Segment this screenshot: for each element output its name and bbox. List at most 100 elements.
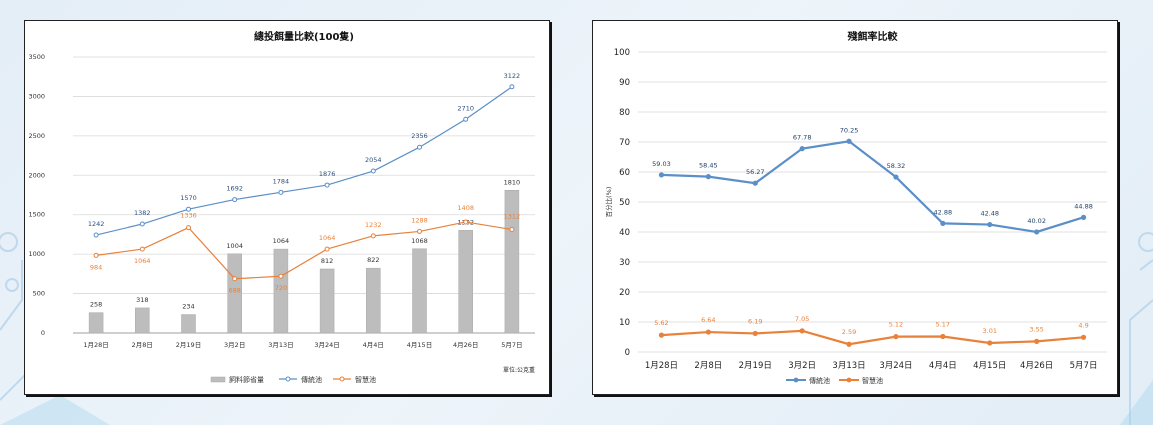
y-axis-label: 百分比(%) [604,187,613,218]
point-traditional-pond [1034,229,1040,235]
series-line-traditional-pond [661,140,1084,234]
point-traditional-pond [278,189,284,195]
feed-amount-chart-panel: 總投餌量比較(100隻) 0 500 1000 1500 2000 2500 3000 3500… [24,20,550,395]
x-tick-label: 3月13日 [268,341,293,349]
point-smart-pond [846,341,852,347]
y-tick-label: 100 [614,48,630,58]
point-smart-pond [139,246,145,252]
bar-feed-saving [181,314,196,334]
x-tick-label: 5月7日 [501,341,522,349]
data-label-smart-pond: 4.9 [1078,321,1088,329]
bar-feed-saving [88,312,104,334]
legend-label-feed-saving: 飼料節省量 [229,375,264,384]
point-smart-pond [463,219,469,225]
legend-marker-smart-pond [846,377,852,383]
data-label-traditional-pond: 1382 [134,209,151,217]
feed-amount-chart: 總投餌量比較(100隻) 0 500 1000 1500 2000 2500 3000 3500… [28,30,535,384]
data-label-traditional-pond: 2356 [411,132,428,140]
x-tick-label: 3月24日 [314,341,339,349]
bar-data-label: 258 [90,301,102,309]
data-label-traditional-pond: 2054 [365,156,382,164]
y-tick-label: 90 [619,78,630,88]
point-traditional-pond [846,138,852,144]
legend-label-traditional-pond: 傳統池 [301,375,322,384]
y-tick-label: 500 [33,290,45,298]
point-traditional-pond [463,116,469,122]
bar-feed-saving [135,307,150,334]
bar-data-label: 1064 [273,237,290,245]
x-tick-label: 3月2日 [224,341,245,349]
data-label-smart-pond: 1312 [504,213,521,221]
data-label-traditional-pond: 1692 [226,185,243,193]
bar-data-label: 812 [321,257,333,265]
point-traditional-pond [139,221,145,227]
bar-feed-saving [412,248,427,334]
data-label-smart-pond: 1064 [319,234,336,242]
point-smart-pond [186,225,191,231]
x-tick-label: 3月24日 [879,361,912,371]
data-label-smart-pond: 5.12 [889,321,903,329]
residual-feed-rate-chart: 殘餌率比較 0 10 20 30 40 50 60 70 80 90 100 百分比(%) 1月28日 2月… [604,30,1107,385]
bar-feed-saving [366,267,381,334]
data-label-smart-pond: 6.64 [701,316,715,324]
data-label-smart-pond: 1064 [134,257,151,265]
point-smart-pond [417,228,422,234]
series-line-traditional-pond [95,86,513,236]
x-tick-label: 4月15日 [973,361,1006,371]
point-smart-pond [705,329,711,335]
data-label-traditional-pond: 1876 [319,170,336,178]
legend-marker-traditional-pond [285,376,291,382]
x-tick-label: 4月4日 [363,341,384,349]
bar-feed-saving [227,253,242,334]
y-tick-label: 1000 [28,250,45,258]
point-traditional-pond [940,220,946,226]
data-label-smart-pond: 3.01 [983,327,997,335]
data-label-traditional-pond: 2710 [457,104,474,112]
point-traditional-pond [370,168,376,174]
legend-label-smart-pond: 智慧池 [862,376,883,385]
data-label-traditional-pond: 58.45 [699,162,718,170]
point-traditional-pond [705,174,711,180]
bar-data-label: 822 [367,256,379,264]
point-traditional-pond [658,172,665,178]
y-tick-label: 20 [619,288,630,298]
legend-label-traditional-pond: 傳統池 [809,376,830,385]
data-label-traditional-pond: 1242 [88,220,105,228]
bar-data-label: 1810 [504,178,521,186]
point-traditional-pond [324,182,330,188]
bar-feed-saving [504,190,520,334]
x-tick-label: 4月26日 [1020,361,1053,371]
point-smart-pond [658,332,665,338]
x-tick-label: 2月19日 [739,361,772,371]
bar-data-label: 234 [182,303,194,311]
point-traditional-pond [232,197,238,203]
data-label-traditional-pond: 1784 [273,177,290,185]
x-tick-label: 2月19日 [176,341,201,349]
data-label-smart-pond: 5.62 [654,319,668,327]
data-label-traditional-pond: 58.32 [887,162,906,170]
point-smart-pond [324,246,330,252]
x-tick-label: 1月28日 [83,341,108,349]
point-traditional-pond [93,232,99,238]
point-smart-pond [370,233,376,239]
point-smart-pond [799,328,805,334]
point-traditional-pond [752,180,758,186]
data-label-smart-pond: 2.59 [842,328,856,336]
y-tick-label: 40 [619,228,630,238]
y-tick-label: 1500 [28,211,45,219]
data-label-traditional-pond: 44.88 [1074,202,1093,210]
y-tick-label: 3000 [28,92,45,100]
point-smart-pond [752,330,758,337]
x-tick-label: 3月2日 [788,361,816,371]
point-smart-pond [987,340,993,346]
y-tick-label: 10 [619,318,630,328]
y-tick-label: 80 [619,108,630,118]
bar-data-label: 1068 [411,237,428,245]
legend-swatch-feed-saving [210,376,226,383]
unit-note: 單位:公克重 [503,366,535,374]
point-traditional-pond [893,174,899,180]
point-traditional-pond [509,84,515,90]
data-label-traditional-pond: 1570 [180,194,197,202]
data-label-traditional-pond: 42.48 [980,210,999,218]
data-label-smart-pond: 5.17 [936,320,950,328]
